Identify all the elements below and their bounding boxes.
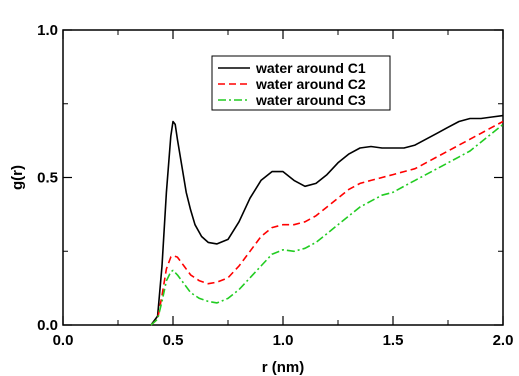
series-line-c2 — [150, 120, 504, 326]
series-line-c3 — [150, 123, 504, 326]
x-tick-label: 1.0 — [273, 332, 294, 349]
y-tick-label: 0.0 — [37, 317, 58, 334]
legend-box — [211, 55, 391, 111]
x-tick-label: 0.5 — [163, 332, 184, 349]
x-tick-label: 2.0 — [493, 332, 514, 349]
legend-label-c3: water around C3 — [255, 92, 366, 108]
series-line-c1 — [150, 114, 504, 326]
y-tick-label: 1.0 — [37, 22, 58, 39]
x-tick-label: 0.0 — [53, 332, 74, 349]
x-tick-label: 1.5 — [383, 332, 404, 349]
legend-label-c2: water around C2 — [255, 76, 366, 92]
y-axis-label: g(r) — [9, 165, 26, 190]
legend-label-c1: water around C1 — [255, 60, 366, 76]
y-tick-label: 0.5 — [37, 170, 58, 187]
x-axis-label: r (nm) — [262, 359, 305, 376]
